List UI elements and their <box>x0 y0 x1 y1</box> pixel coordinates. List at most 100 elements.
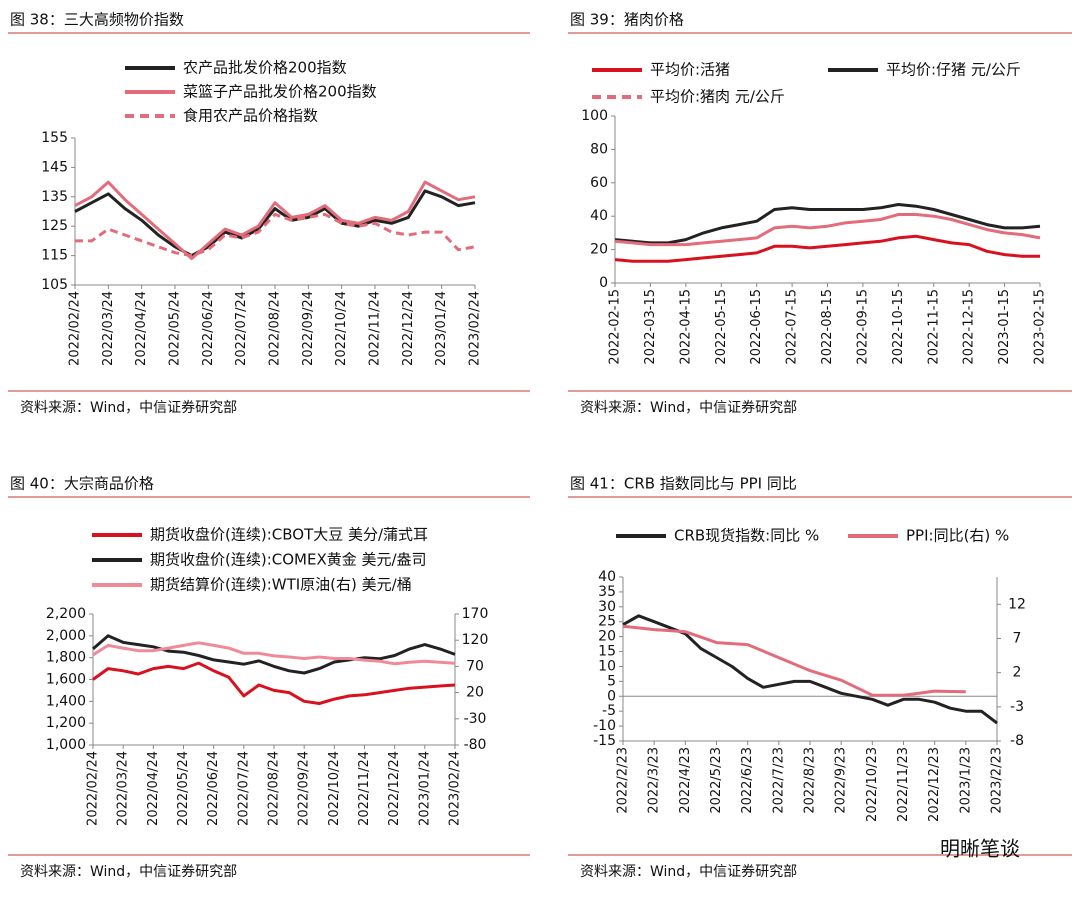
x-tick-label: 2022-08-15 <box>820 289 835 365</box>
y-tick-label: 100 <box>581 108 608 124</box>
y-tick-label: 30 <box>598 599 616 615</box>
y-tick-label: -5 <box>602 703 616 719</box>
y-tick-label: 20 <box>598 629 616 645</box>
y-tick-label: 35 <box>598 584 616 600</box>
legend-label: 平均价:活猪 <box>650 61 730 79</box>
y-tick-label: 1,600 <box>46 672 86 688</box>
y2-tick-label: 170 <box>462 606 489 622</box>
chart-title: 图 39：猪肉价格 <box>570 11 684 29</box>
series-line <box>92 661 456 705</box>
y2-tick-label: -3 <box>1010 699 1024 715</box>
series-line <box>622 614 998 725</box>
x-tick-label: 2022/04/24 <box>134 291 149 366</box>
x-tick-label: 2022/09/24 <box>297 751 312 826</box>
x-tick-label: 2023/2/23 <box>990 747 1005 814</box>
x-tick-label: 2022/10/23 <box>865 747 880 822</box>
x-tick-label: 2022/7/23 <box>771 747 786 814</box>
x-tick-label: 2022/02/24 <box>86 751 101 826</box>
legend-label: 农产品批发价格200指数 <box>183 59 347 77</box>
x-tick-label: 2022-09-15 <box>855 289 870 365</box>
series-line <box>622 624 966 697</box>
y-tick-label: 20 <box>590 242 608 258</box>
x-tick-label: 2022-12-15 <box>962 289 977 365</box>
source-note: 资料来源：Wind，中信证券研究部 <box>20 400 237 416</box>
x-tick-label: 2022/05/24 <box>176 751 191 826</box>
y-tick-label: 2,000 <box>46 628 86 644</box>
x-tick-label: 2022/10/24 <box>334 291 349 366</box>
series-line <box>74 189 476 258</box>
x-tick-label: 2022/06/24 <box>201 291 216 366</box>
y-tick-label: 145 <box>41 159 68 175</box>
y-tick-label: 40 <box>590 208 608 224</box>
y-tick-label: 15 <box>598 644 616 660</box>
x-tick-label: 2022-02-15 <box>608 289 623 365</box>
y-tick-label: 125 <box>41 218 68 234</box>
chart-title: 图 41：CRB 指数同比与 PPI 同比 <box>570 475 797 493</box>
y-tick-label: 115 <box>41 248 68 264</box>
x-tick-label: 2022/02/24 <box>68 291 83 366</box>
y-tick-label: -10 <box>593 718 616 734</box>
x-tick-label: 2022/03/24 <box>116 751 131 826</box>
series-line <box>614 234 1040 263</box>
series-line <box>92 634 456 675</box>
y-tick-label: 5 <box>607 673 616 689</box>
chart-title: 图 40：大宗商品价格 <box>10 475 154 493</box>
x-tick-label: 2023/1/23 <box>958 747 973 814</box>
x-tick-label: 2022/08/24 <box>267 751 282 826</box>
x-tick-label: 2022-10-15 <box>891 289 906 365</box>
x-tick-label: 2022/6/23 <box>740 747 755 814</box>
source-note: 资料来源：Wind，中信证券研究部 <box>580 864 797 880</box>
legend-label: 期货结算价(连续):WTI原油(右) 美元/桶 <box>150 576 412 594</box>
y2-tick-label: 20 <box>466 685 484 701</box>
source-note: 资料来源：Wind，中信证券研究部 <box>20 864 237 880</box>
y-tick-label: 1,800 <box>46 650 86 666</box>
x-tick-label: 2022/07/24 <box>236 751 251 826</box>
y-tick-label: 60 <box>590 175 608 191</box>
y2-tick-label: 12 <box>1008 596 1026 612</box>
x-tick-label: 2022/5/23 <box>709 747 724 814</box>
legend-label: 期货收盘价(连续):CBOT大豆 美分/蒲式耳 <box>150 526 428 544</box>
watermark: 明晰笔谈 <box>940 837 1020 861</box>
x-tick-label: 2022/04/24 <box>146 751 161 826</box>
legend-label: 期货收盘价(连续):COMEX黄金 美元/盎司 <box>150 551 427 569</box>
source-note: 资料来源：Wind，中信证券研究部 <box>580 400 797 416</box>
y-tick-label: 40 <box>598 569 616 585</box>
y-tick-label: 155 <box>41 130 68 146</box>
x-tick-label: 2023/01/24 <box>434 291 449 366</box>
x-tick-label: 2022/12/24 <box>401 291 416 366</box>
y-tick-label: 1,200 <box>46 715 86 731</box>
y-tick-label: 105 <box>41 277 68 293</box>
y-tick-label: 1,000 <box>46 737 86 753</box>
y-tick-label: 80 <box>590 141 608 157</box>
y-tick-label: 10 <box>598 658 616 674</box>
x-tick-label: 2022-06-15 <box>749 289 764 365</box>
y-tick-label: -15 <box>593 733 616 749</box>
y-tick-label: 0 <box>599 275 608 291</box>
x-tick-label: 2022/05/24 <box>168 291 183 366</box>
x-tick-label: 2022/10/24 <box>327 751 342 826</box>
x-tick-label: 2022/11/24 <box>357 751 372 826</box>
x-tick-label: 2022/03/24 <box>101 291 116 366</box>
x-tick-label: 2022-03-15 <box>643 289 658 365</box>
legend-label: 食用农产品价格指数 <box>183 107 318 125</box>
x-tick-label: 2022-04-15 <box>678 289 693 365</box>
x-tick-label: 2023-02-15 <box>1033 289 1048 365</box>
y2-tick-label: 2 <box>1013 665 1022 681</box>
x-tick-label: 2022/9/23 <box>834 747 849 814</box>
x-tick-label: 2023/02/24 <box>468 291 483 366</box>
x-tick-label: 2022/07/24 <box>234 291 249 366</box>
y2-tick-label: 120 <box>462 632 489 648</box>
y-tick-label: 1,400 <box>46 693 86 709</box>
x-tick-label: 2022/12/24 <box>387 751 402 826</box>
x-tick-label: 2022/11/23 <box>896 747 911 822</box>
series-line <box>74 180 476 260</box>
series-line <box>92 641 456 666</box>
x-tick-label: 2022-05-15 <box>714 289 729 365</box>
y2-tick-label: -8 <box>1010 733 1024 749</box>
y-tick-label: 2,200 <box>46 606 86 622</box>
y2-tick-label: -80 <box>464 737 487 753</box>
x-tick-label: 2022/11/24 <box>368 291 383 366</box>
y2-tick-label: 7 <box>1013 631 1022 647</box>
y-tick-label: 25 <box>598 614 616 630</box>
